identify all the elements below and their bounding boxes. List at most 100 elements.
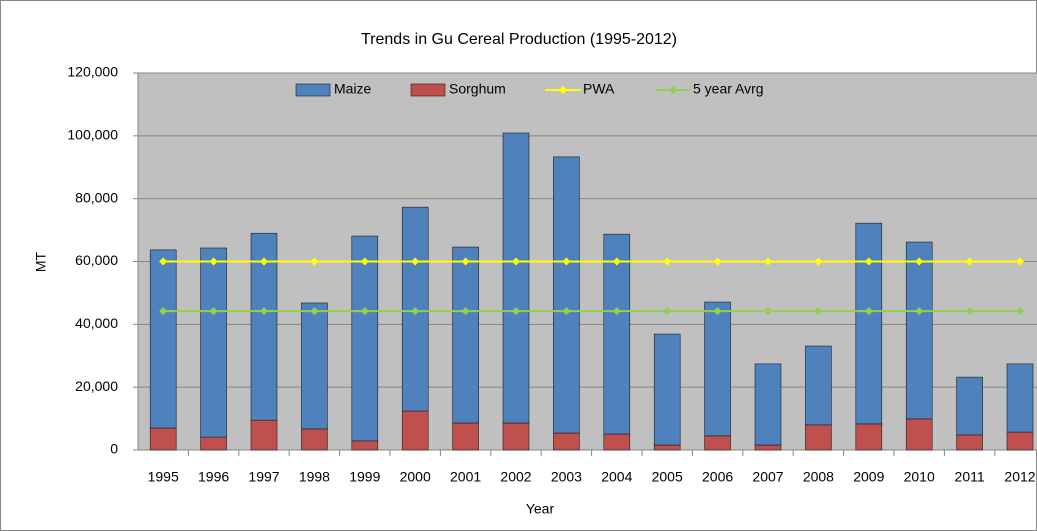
line-marker — [562, 307, 571, 316]
line-marker — [915, 307, 924, 316]
bar — [452, 246, 479, 424]
legend-label: Maize — [334, 81, 372, 97]
bar — [704, 435, 731, 451]
bar — [855, 222, 883, 425]
bar — [905, 418, 933, 451]
legend-marker — [559, 86, 567, 94]
x-tick-label: 1998 — [299, 469, 330, 485]
y-axis-label: MT — [33, 251, 49, 272]
bar — [452, 422, 479, 451]
x-tick-label: 2008 — [803, 469, 834, 485]
x-axis-label: Year — [526, 501, 555, 517]
legend-marker — [669, 86, 677, 94]
y-tick-label: 0 — [110, 441, 118, 457]
x-tick-label: 2000 — [400, 469, 431, 485]
bar — [805, 345, 832, 426]
y-tick-label: 40,000 — [75, 315, 118, 331]
bar — [351, 440, 379, 451]
line-marker — [360, 307, 369, 316]
x-tick-label: 2011 — [955, 469, 985, 485]
x-tick-label: 2003 — [551, 469, 582, 485]
line-marker — [209, 307, 218, 316]
legend-label: 5 year Avrg — [693, 81, 764, 97]
bar — [754, 363, 782, 446]
y-tick-label: 20,000 — [75, 378, 118, 394]
line-marker — [310, 307, 319, 316]
bar — [401, 410, 429, 451]
line-marker — [159, 307, 168, 316]
x-tick-label: 2006 — [702, 469, 733, 485]
bar — [653, 333, 681, 446]
bar — [956, 376, 983, 436]
x-tick-label: 2002 — [500, 469, 531, 485]
bar — [805, 424, 832, 451]
bar — [855, 423, 883, 451]
x-tick-label: 2010 — [904, 469, 935, 485]
x-tick-label: 2012 — [1004, 469, 1035, 485]
x-tick-label: 2001 — [450, 469, 481, 485]
bar — [603, 433, 631, 451]
line-marker — [411, 307, 420, 316]
bar — [502, 132, 530, 424]
legend-label: Sorghum — [449, 81, 506, 97]
line-marker — [512, 307, 520, 316]
x-tick-label: 1997 — [248, 469, 279, 485]
bar — [351, 235, 379, 442]
bar — [250, 419, 278, 451]
bar — [301, 428, 328, 451]
bar — [553, 432, 580, 451]
x-tick-label: 2009 — [853, 469, 884, 485]
line-marker — [1016, 257, 1024, 266]
bar — [502, 422, 530, 451]
bar — [603, 233, 631, 435]
line-marker — [814, 307, 823, 316]
line-marker — [310, 257, 319, 266]
bar — [1006, 363, 1034, 433]
y-tick-label: 120,000 — [67, 64, 118, 80]
line-marker — [512, 257, 520, 266]
bar — [553, 156, 580, 434]
bar — [149, 249, 177, 429]
bar — [704, 301, 731, 437]
chart-title: Trends in Gu Cereal Production (1995-201… — [361, 31, 677, 48]
x-tick-label: 2004 — [601, 469, 632, 485]
line-marker — [965, 257, 974, 266]
x-tick-label: 1995 — [148, 469, 179, 485]
line-marker — [965, 307, 974, 316]
line-marker — [713, 257, 722, 266]
bar — [956, 434, 983, 451]
y-tick-label: 80,000 — [75, 189, 118, 205]
line-marker — [1016, 307, 1024, 316]
line-marker — [260, 307, 268, 316]
y-tick-label: 60,000 — [75, 252, 118, 268]
y-tick-label: 100,000 — [67, 127, 118, 143]
line-marker — [461, 307, 470, 316]
line-marker — [159, 257, 168, 266]
bar — [1006, 431, 1034, 451]
bar — [301, 302, 328, 430]
line-marker — [360, 257, 369, 266]
line-marker — [612, 307, 621, 316]
bar — [200, 436, 227, 451]
line-marker — [764, 307, 772, 316]
bar — [754, 444, 782, 451]
line-marker — [764, 257, 772, 266]
x-tick-label: 1999 — [349, 469, 380, 485]
line-marker — [713, 307, 722, 316]
line-marker — [260, 257, 268, 266]
x-tick-label: 2005 — [652, 469, 683, 485]
line-marker — [814, 257, 823, 266]
bar — [653, 444, 681, 451]
legend-label: PWA — [583, 81, 615, 97]
line-marker — [461, 257, 470, 266]
line-marker — [864, 257, 873, 266]
legend-swatch — [410, 83, 446, 97]
line-marker — [915, 257, 924, 266]
line-marker — [663, 307, 672, 316]
x-tick-label: 2007 — [752, 469, 783, 485]
bar — [905, 241, 933, 420]
line-marker — [612, 257, 621, 266]
bar — [200, 247, 227, 438]
legend-swatch — [295, 83, 331, 97]
